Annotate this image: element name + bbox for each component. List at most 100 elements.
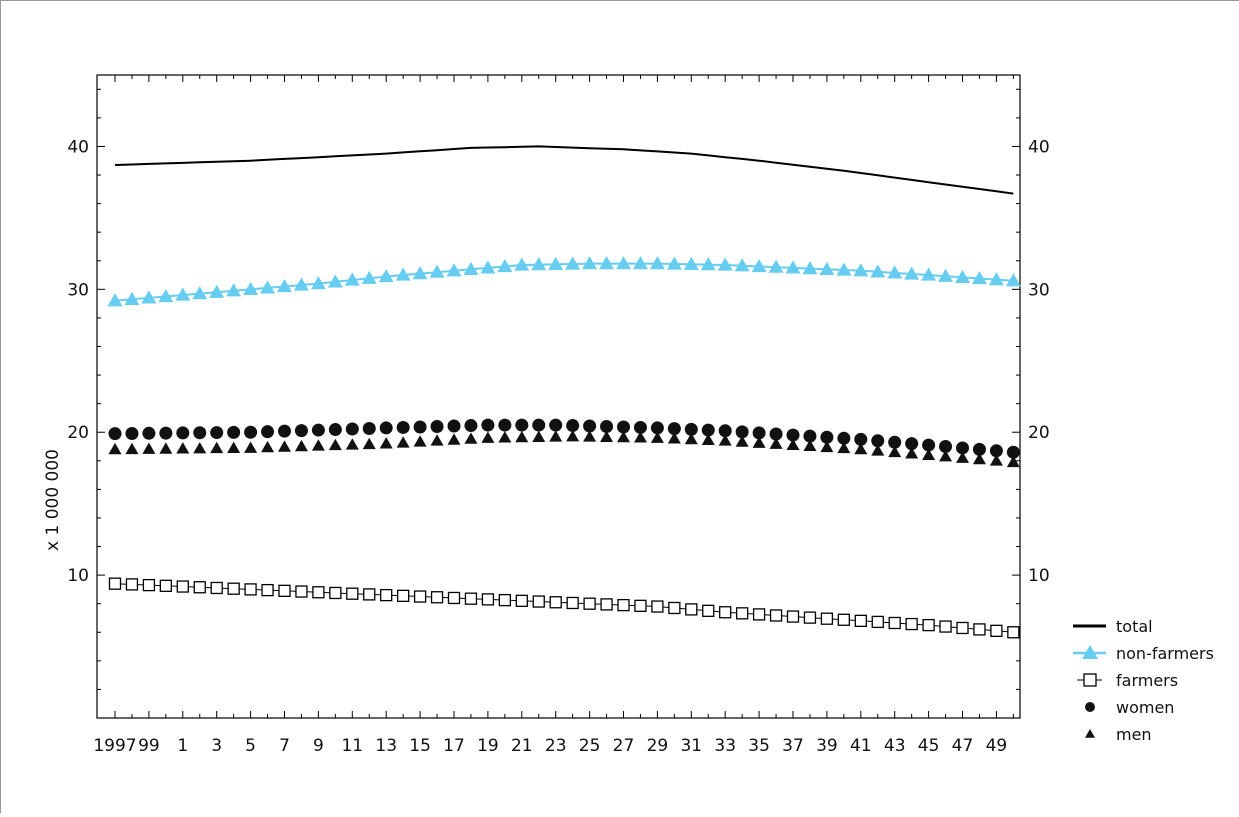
point-nonfarmers <box>700 257 716 271</box>
legend: total non-farmers farmers women men <box>1073 617 1214 744</box>
point-nonfarmers <box>429 264 445 278</box>
point-nonfarmers <box>751 258 767 273</box>
point-farmers <box>583 597 596 610</box>
point-men <box>684 432 698 445</box>
point-nonfarmers <box>768 259 784 273</box>
legend-label: farmers <box>1116 671 1178 690</box>
point-women <box>142 426 156 440</box>
point-women <box>515 418 529 432</box>
point-nonfarmers <box>853 263 869 277</box>
x-tick-label: 35 <box>748 736 770 756</box>
point-men <box>972 452 986 465</box>
point-farmers <box>752 608 766 621</box>
y-axis-label: x 1 000 000 <box>43 449 63 551</box>
x-tick-label: 49 <box>986 736 1008 756</box>
plot-area <box>96 74 1021 719</box>
point-nonfarmers <box>514 257 530 271</box>
point-women <box>481 418 495 432</box>
point-farmers <box>176 580 189 593</box>
point-men <box>413 435 427 447</box>
point-men <box>701 433 715 445</box>
point-women <box>735 425 749 439</box>
point-nonfarmers <box>785 260 801 274</box>
point-nonfarmers <box>971 270 987 285</box>
point-farmers <box>532 595 545 608</box>
point-farmers <box>481 593 495 606</box>
point-nonfarmers <box>124 291 140 305</box>
x-tick-label: 1 <box>177 736 188 756</box>
point-farmers <box>430 591 444 604</box>
point-nonfarmers <box>412 266 428 280</box>
point-women <box>583 419 597 433</box>
point-farmers <box>702 604 715 617</box>
point-nonfarmers <box>582 256 598 270</box>
point-women <box>447 419 461 433</box>
point-nonfarmers <box>209 284 225 298</box>
point-farmers <box>515 594 528 607</box>
point-women <box>956 441 969 455</box>
point-men <box>294 439 308 452</box>
point-women <box>193 426 207 440</box>
point-nonfarmers <box>599 256 615 270</box>
x-tick-label: 25 <box>579 736 601 756</box>
point-men <box>345 438 359 450</box>
point-women <box>125 426 139 440</box>
point-women <box>650 421 664 435</box>
point-men <box>583 430 597 442</box>
series-women <box>108 418 1020 459</box>
point-women <box>718 424 732 438</box>
point-women <box>820 430 834 444</box>
series-layer <box>107 145 1021 639</box>
point-farmers <box>1007 626 1020 639</box>
point-nonfarmers <box>310 276 326 290</box>
x-tick-label: 21 <box>511 736 533 756</box>
point-nonfarmers <box>277 278 292 293</box>
point-farmers <box>786 610 800 623</box>
point-nonfarmers <box>921 267 937 281</box>
point-farmers <box>261 583 274 597</box>
point-men <box>803 439 817 452</box>
point-men <box>362 437 376 450</box>
point-farmers <box>312 586 325 599</box>
series-nonfarmers <box>107 256 1021 307</box>
point-women <box>752 426 766 440</box>
point-men <box>176 442 190 454</box>
point-nonfarmers <box>361 270 377 284</box>
point-women <box>532 418 546 432</box>
legend-marker <box>1082 645 1098 659</box>
legend-label: men <box>1116 725 1152 744</box>
point-women <box>159 426 173 440</box>
point-nonfarmers <box>531 257 547 271</box>
point-farmers <box>227 582 240 595</box>
x-tick-label: 23 <box>545 736 567 756</box>
point-women <box>396 420 410 434</box>
point-nonfarmers <box>293 277 309 291</box>
point-women <box>905 437 919 451</box>
point-nonfarmers <box>988 272 1004 286</box>
point-men <box>481 431 495 443</box>
legend-item-women: women <box>1085 698 1174 717</box>
x-tick-label: 15 <box>409 736 431 756</box>
legend-item-total: total <box>1073 617 1153 636</box>
point-farmers <box>278 584 291 597</box>
x-tick-label: 41 <box>850 736 872 756</box>
point-women <box>108 427 122 441</box>
point-men <box>278 440 291 452</box>
point-women <box>972 442 986 456</box>
point-nonfarmers <box>565 256 581 270</box>
point-men <box>956 451 969 463</box>
point-farmers <box>210 581 223 595</box>
point-women <box>633 420 647 434</box>
x-tick-label: 39 <box>816 736 838 756</box>
point-farmers <box>498 593 512 607</box>
point-men <box>227 441 241 453</box>
point-women <box>379 421 393 435</box>
point-women <box>600 420 614 434</box>
series-line-total <box>114 145 1014 195</box>
point-nonfarmers <box>887 265 903 279</box>
point-farmers <box>719 606 732 619</box>
point-nonfarmers <box>192 286 208 300</box>
point-men <box>244 441 258 453</box>
point-men <box>159 442 173 454</box>
x-tick-label: 27 <box>613 736 635 756</box>
